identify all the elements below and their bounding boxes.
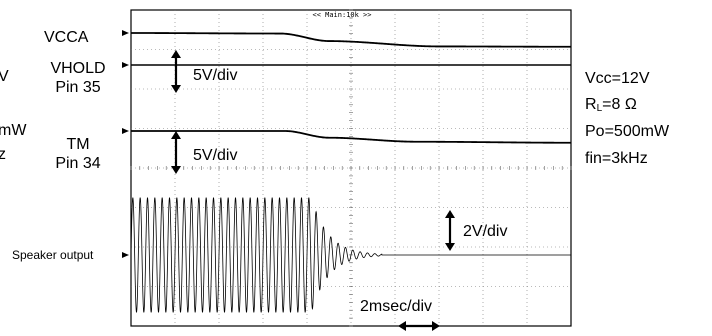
scale-label-ch3: 5V/div bbox=[193, 147, 238, 164]
scale-arrow-ch4-head-bottom bbox=[445, 243, 455, 251]
ground-marker-speaker bbox=[122, 252, 129, 258]
trace-vcca bbox=[131, 32, 571, 48]
condition-po: Po=500mW bbox=[585, 123, 670, 140]
ground-marker-tm bbox=[122, 128, 129, 134]
scope-traces bbox=[130, 32, 571, 313]
channel-label-vhold: VHOLD bbox=[50, 60, 106, 77]
time-scale-label: 2msec/div bbox=[360, 298, 433, 315]
scale-arrow-ch4 bbox=[445, 210, 455, 251]
condition-fin: fin=3kHz bbox=[585, 150, 648, 167]
scale-arrow-ch3 bbox=[171, 131, 181, 174]
scale-arrow-ch12-head-top bbox=[171, 50, 181, 58]
condition-vcc: Vcc=12V bbox=[585, 70, 650, 87]
scope-grid bbox=[130, 9, 572, 327]
time-scale-arrow-head-left bbox=[398, 321, 406, 331]
scale-arrow-ch4-head-top bbox=[445, 210, 455, 218]
channel-label-tm: TM bbox=[66, 136, 90, 153]
trace-tm bbox=[131, 130, 571, 144]
scale-arrow-ch3-head-top bbox=[171, 131, 181, 139]
ground-marker-vhold bbox=[122, 62, 129, 68]
channel-label-vcca: VCCA bbox=[44, 29, 89, 46]
time-scale-arrow-head-right bbox=[432, 321, 440, 331]
cropped-text-mw: mW bbox=[0, 122, 27, 139]
channel-label-speaker-output: Speaker output bbox=[12, 248, 94, 262]
condition-rl-value: =8 Ω bbox=[602, 96, 637, 113]
scale-arrow-ch12-head-bottom bbox=[171, 85, 181, 93]
scale-arrow-ch3-head-bottom bbox=[171, 166, 181, 174]
cropped-text-v: V bbox=[0, 68, 9, 85]
trace-speaker bbox=[130, 197, 571, 313]
scope-header: << Main:10k >> bbox=[312, 11, 372, 19]
scale-label-ch12: 5V/div bbox=[193, 67, 238, 84]
scope-markers bbox=[122, 30, 455, 331]
scale-label-ch4: 2V/div bbox=[463, 223, 508, 240]
ground-marker-vcca bbox=[122, 30, 129, 36]
scale-arrow-ch12 bbox=[171, 50, 181, 93]
condition-rl-prefix: R bbox=[585, 96, 597, 113]
condition-rl-sub: L bbox=[596, 103, 603, 114]
condition-rl: RL=8 Ω bbox=[585, 96, 637, 116]
channel-label-vhold-pin: Pin 35 bbox=[55, 79, 101, 96]
time-scale-arrow bbox=[398, 321, 440, 331]
cropped-text-z: z bbox=[0, 146, 6, 163]
channel-label-tm-pin: Pin 34 bbox=[55, 155, 101, 172]
